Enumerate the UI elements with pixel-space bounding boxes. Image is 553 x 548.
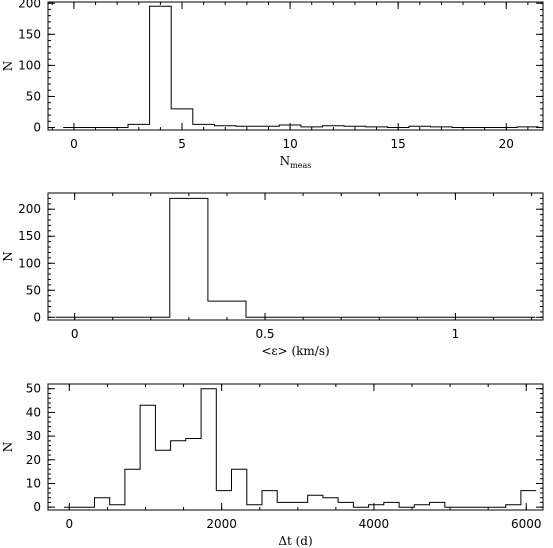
histogram-bin [521,491,536,508]
y-tick-label: 200 [18,202,41,216]
histogram-bin [140,405,155,507]
histogram-bin [430,502,445,507]
histogram-bin [125,469,140,507]
y-tick-label: 20 [26,453,41,467]
histogram-bin [150,6,172,127]
histogram-bin [262,491,277,508]
histogram-bin [208,301,246,317]
histogram-panel-3: 0 2000 4000 6000 0 10 20 30 40 50 Δt (d) N [1,382,544,548]
histogram-bin [170,198,208,317]
y-tick-label: 50 [26,382,41,396]
y-tick-label: 0 [33,500,41,514]
y-tick-label: 50 [26,89,41,103]
x-tick-label: 15 [391,137,406,151]
histogram-bin [186,438,201,507]
y-tick-label: 0 [33,121,41,135]
x-tick-label: 0.5 [255,327,274,341]
x-tick-label: 10 [282,137,297,151]
y-axis-label: N [1,251,15,262]
x-axis-label-subscript: meas [290,161,311,170]
y-tick-label: 150 [18,229,41,243]
histogram-panel-2: 0 0.5 1 0 50 100 150 200 <ε> (km/s) N [1,192,544,358]
histogram-outline [64,388,537,508]
x-axis-label: Δt (d) [278,534,312,548]
y-axis-label: N [1,61,15,72]
y-tick-label: 30 [26,429,41,443]
histogram-bin [232,469,247,507]
x-tick-label: 5 [178,137,186,151]
x-tick-label: 4000 [359,517,390,531]
histogram-bin [308,495,323,507]
histogram-bin [94,498,109,507]
y-tick-label: 10 [26,476,41,490]
y-tick-label: 200 [18,0,41,10]
histogram-bin [323,498,338,507]
y-axis-label: N [1,442,15,453]
histogram-outline [55,197,536,318]
y-tick-label: 40 [26,405,41,419]
histogram-bin [171,441,186,507]
y-tick-label: 0 [33,310,41,324]
x-tick-label: 0 [66,517,74,531]
histogram-outline [63,5,539,128]
histogram-bin [384,502,399,507]
y-tick-label: 50 [26,283,41,297]
y-tick-label: 100 [18,256,41,270]
x-tick-label: 0 [70,137,78,151]
plot-frame [47,192,544,321]
x-tick-label: 20 [499,137,514,151]
histogram-bin [277,502,292,507]
x-tick-label: 6000 [511,517,542,531]
y-tick-label: 100 [18,58,41,72]
histogram-bin [216,491,231,508]
x-tick-label: 0 [71,327,79,341]
histogram-bin [292,502,307,507]
plot-frame [47,383,544,511]
x-axis-label: Nmeas [280,154,312,170]
x-tick-label: 2000 [206,517,237,531]
y-tick-label: 150 [18,27,41,41]
x-axis-label: <ε> (km/s) [261,344,329,358]
histogram-bin [201,389,216,507]
plot-frame [47,1,544,131]
histogram-bin [338,502,353,507]
histogram-bin [155,450,170,507]
x-tick-label: 1 [452,327,460,341]
